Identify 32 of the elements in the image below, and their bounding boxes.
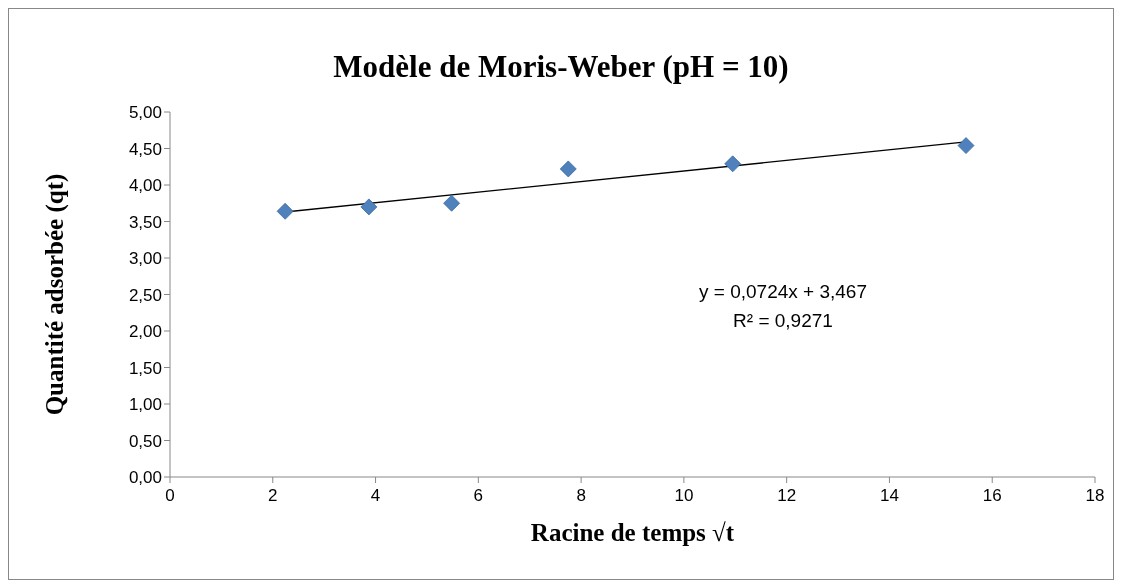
- x-tick-label: 16: [982, 486, 1002, 505]
- y-tick-label: 3,00: [128, 249, 162, 269]
- point: [559, 160, 577, 178]
- y-axis-title: Quantité adsorbée (qt): [40, 173, 69, 416]
- y-tick-label: 0,00: [128, 468, 162, 488]
- y-tick-label: 0,50: [128, 431, 162, 451]
- annotation: y = 0,0724x + 3,467: [699, 280, 867, 304]
- point: [276, 202, 294, 220]
- x-tick-label: 14: [879, 486, 899, 505]
- y-tick-label: 1,50: [128, 358, 162, 378]
- chart-title: Modèle de Moris-Weber (pH = 10): [332, 49, 790, 85]
- y-tick-label: 4,50: [128, 139, 162, 159]
- y-tick-label: 1,00: [128, 395, 162, 415]
- y-tick-label: 2,50: [128, 285, 162, 305]
- y-tick-label: 2,00: [128, 322, 162, 342]
- point: [443, 194, 461, 212]
- x-tick-label: 4: [370, 486, 381, 505]
- x-tick-label: 18: [1085, 486, 1105, 505]
- x-tick-label: 6: [473, 486, 484, 505]
- x-tick-label: 12: [777, 486, 797, 505]
- point: [360, 198, 378, 216]
- x-tick-label: 10: [674, 486, 694, 505]
- point: [957, 137, 975, 154]
- point: [724, 155, 742, 173]
- y-tick-label: 4,00: [128, 176, 162, 196]
- annotation: R² = 0,9271: [732, 309, 834, 333]
- x-axis-title: Racine de temps √t: [530, 519, 735, 546]
- x-tick-label: 8: [576, 486, 586, 505]
- x-tick-label: 0: [165, 486, 175, 505]
- y-tick-label: 5,00: [128, 103, 162, 123]
- x-tick-label: 2: [268, 486, 278, 505]
- y-tick-label: 3,50: [128, 212, 162, 232]
